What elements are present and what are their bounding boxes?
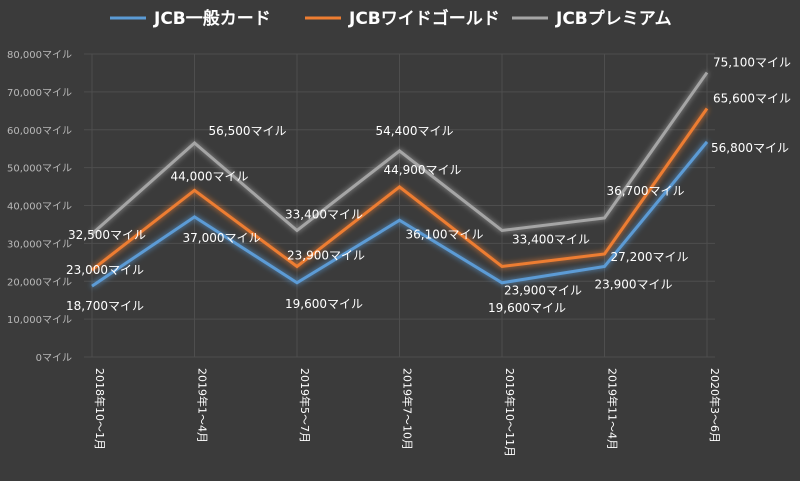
- data-label: 56,500マイル: [209, 124, 287, 138]
- y-tick-label: 40,000マイル: [7, 202, 72, 213]
- y-tick-label: 10,000マイル: [7, 315, 72, 326]
- y-tick-label: 30,000マイル: [7, 239, 72, 250]
- series-line: [91, 107, 709, 272]
- x-tick-label: 2019年1～4月: [196, 368, 210, 443]
- x-tick-label: 2020年3～6月: [708, 368, 722, 443]
- data-label: 23,900マイル: [287, 248, 365, 262]
- data-label: 23,000マイル: [66, 263, 144, 277]
- y-axis: 0マイル 10,000マイル 20,000マイル 30,000マイル 40,000マイル…: [7, 50, 72, 364]
- data-label: 19,600マイル: [488, 301, 566, 315]
- y-tick-label: 80,000マイル: [7, 50, 72, 61]
- data-label: 44,900マイル: [384, 163, 462, 177]
- x-tick-label: 2018年10～1月: [93, 368, 107, 450]
- legend-label: JCB一般カード: [153, 8, 271, 29]
- data-label: 37,000マイル: [183, 231, 261, 245]
- data-label: 54,400マイル: [376, 124, 454, 138]
- data-label: 27,200マイル: [611, 250, 689, 264]
- series-line: [91, 140, 709, 288]
- data-label: 44,000マイル: [171, 169, 249, 183]
- y-tick-label: 20,000マイル: [7, 277, 72, 288]
- legend-label: JCBワイドゴールド: [348, 8, 500, 29]
- data-label: 36,100マイル: [406, 227, 484, 241]
- data-label: 33,400マイル: [512, 232, 590, 246]
- data-label: 23,900マイル: [504, 283, 582, 297]
- data-label: 75,100マイル: [713, 56, 791, 70]
- series-line: [91, 71, 709, 236]
- x-tick-label: 2019年5～7月: [298, 368, 312, 443]
- legend: JCB一般カード JCBワイドゴールド JCBプレミアム: [110, 8, 672, 29]
- y-tick-label: 60,000マイル: [7, 126, 72, 137]
- data-label: 56,800マイル: [711, 141, 789, 155]
- data-label: 33,400マイル: [285, 207, 363, 221]
- x-axis: 2018年10～1月 2019年1～4月 2019年5～7月 2019年7～10月 20…: [93, 368, 722, 457]
- x-tick-label: 2019年11～4月: [606, 368, 620, 450]
- series-lines: [91, 71, 709, 288]
- legend-label: JCBプレミアム: [555, 8, 672, 29]
- y-tick-label: 50,000マイル: [7, 164, 72, 175]
- data-label: 18,700マイル: [66, 299, 144, 313]
- data-label: 32,500マイル: [68, 228, 146, 242]
- x-tick-label: 2019年10～11月: [503, 368, 517, 457]
- data-label: 23,900マイル: [595, 277, 673, 291]
- x-tick-label: 2019年7～10月: [401, 368, 415, 450]
- y-tick-label: 0マイル: [36, 353, 72, 364]
- y-tick-label: 70,000マイル: [7, 88, 72, 99]
- data-labels: 18,700マイル 37,000マイル 19,600マイル 36,100マイル 19,6…: [66, 56, 791, 315]
- data-label: 36,700マイル: [607, 184, 685, 198]
- grid: [84, 53, 715, 358]
- data-label: 65,600マイル: [713, 92, 791, 106]
- data-label: 19,600マイル: [285, 297, 363, 311]
